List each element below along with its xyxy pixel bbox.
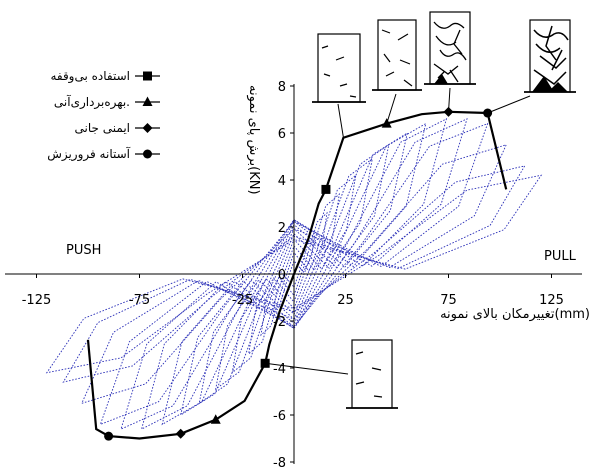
legend-label: آستانه فروریزش (47, 146, 130, 162)
annotation-arrow-2 (386, 93, 397, 124)
annotation-arrow-1 (337, 103, 344, 138)
x-axis-label: تغییرمکان بالای نمونه(mm) (440, 307, 590, 322)
annotation-arrows (265, 87, 531, 375)
circle-point (104, 431, 114, 441)
legend-label: بهره‌برداری‌آنی. (54, 94, 130, 110)
crack-sketch-4 (524, 19, 576, 93)
hysteresis-loop-5 (215, 157, 373, 391)
crack-sketch-5 (346, 339, 398, 409)
triangle-point (210, 414, 221, 424)
envelope-negative (86, 273, 296, 440)
pull-label: PULL (544, 249, 577, 264)
y-axis-label: برش پای نمونه(KN) (246, 85, 261, 195)
legend-label: ایمنی جانی (75, 121, 130, 135)
x-tick-label: 25 (337, 293, 354, 308)
annotation-arrow-4 (487, 95, 531, 114)
y-tick-label: 4 (278, 174, 286, 189)
legend-diamond-marker (142, 123, 153, 133)
legend-triangle-marker (142, 96, 153, 106)
push-label: PUSH (66, 243, 101, 258)
y-tick-label: -8 (273, 456, 286, 470)
legend-circle-marker (143, 149, 152, 159)
y-tick-label: 8 (278, 80, 286, 95)
hysteresis-loop-12 (80, 144, 508, 405)
hysteresis-loop-2 (260, 211, 328, 337)
y-tick-label: 0 (278, 268, 286, 283)
crack-sketch-1 (312, 33, 366, 103)
diamond-point (175, 428, 186, 439)
legend-square-marker (143, 71, 152, 81)
x-ticks: -125 -75 -25 25 75 125 (22, 274, 564, 308)
annotation-arrow-5 (265, 362, 349, 375)
crack-sketch-3 (424, 11, 476, 85)
legend-label: استفاده بی‌وقفه (50, 69, 130, 84)
hysteresis-loop-9 (140, 118, 448, 430)
x-tick-label: 75 (440, 293, 457, 308)
legend: استفاده بی‌وقفه بهره‌برداری‌آنی. ایمنی جان… (47, 69, 160, 162)
x-tick-label: -25 (232, 293, 253, 308)
hysteresis-loop-11 (99, 122, 489, 426)
envelope-positive (292, 110, 508, 275)
envelope-curve (86, 110, 508, 440)
y-tick-label: 2 (278, 221, 286, 236)
x-tick-label: -75 (129, 293, 150, 308)
annotation-arrow-3 (448, 87, 451, 112)
crack-sketch-2 (372, 19, 422, 91)
y-tick-label: 6 (278, 127, 286, 142)
y-tick-label: -6 (273, 409, 286, 424)
square-point (321, 184, 331, 194)
x-tick-label: -125 (22, 293, 52, 308)
x-tick-label: 125 (539, 293, 564, 308)
